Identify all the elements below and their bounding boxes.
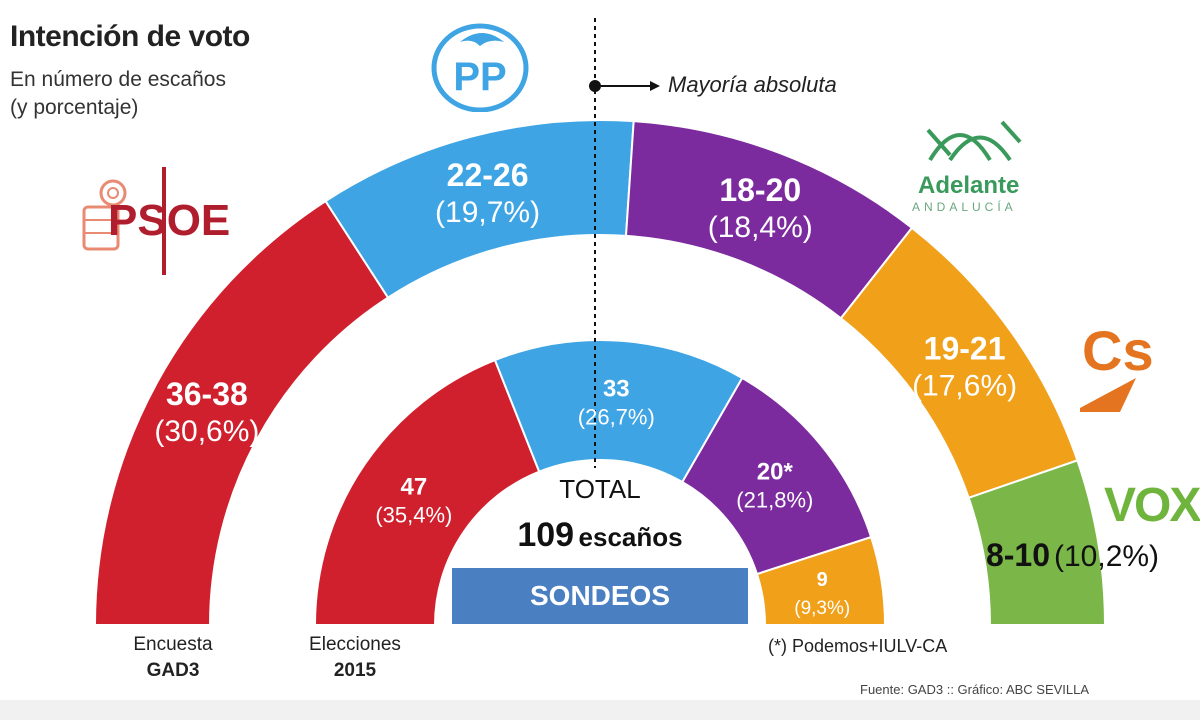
footer-bar bbox=[0, 700, 1200, 720]
inner-caption-line-2: 2015 bbox=[333, 660, 377, 681]
inner-slice-0-seats-label: 47 bbox=[401, 474, 428, 501]
inner-slice-3-pct-label: (9,3%) bbox=[794, 598, 850, 619]
inner-slice-0-pct-label: (35,4%) bbox=[375, 503, 452, 528]
inner-slice-3-seats-label: 9 bbox=[817, 569, 828, 591]
outer-slice-4-seats-label: 8-10 bbox=[986, 537, 1050, 573]
total-seats-value: 109 bbox=[517, 516, 575, 554]
outer-ring-caption: Encuesta GAD3 bbox=[118, 632, 228, 684]
outer-slice-3-seats-label: 19-21 bbox=[924, 331, 1006, 367]
pp-logo-icon: PP bbox=[431, 23, 529, 112]
cs-logo-text: Cs bbox=[1082, 319, 1154, 382]
subtitle-line-1: En número de escaños bbox=[10, 68, 226, 91]
source-credit: Fuente: GAD3 :: Gráfico: ABC SEVILLA bbox=[860, 682, 1090, 697]
total-seats-unit: escaños bbox=[578, 522, 683, 552]
outer-ring-encuesta bbox=[93, 119, 1107, 626]
outer-slice-4 bbox=[967, 459, 1107, 626]
inner-slice-2-pct-label: (21,8%) bbox=[736, 487, 813, 512]
outer-caption-line-1: Encuesta bbox=[133, 634, 213, 655]
inner-slice-3 bbox=[755, 535, 887, 626]
psoe-logo-text: PSOE bbox=[108, 196, 231, 245]
outer-caption-line-2: GAD3 bbox=[146, 660, 200, 681]
adelante-logo-text: Adelante bbox=[918, 172, 1020, 199]
inner-caption-line-1: Elecciones bbox=[309, 634, 401, 655]
inner-slice-2-seats-label: 20* bbox=[757, 458, 794, 485]
inner-slice-1-seats-label: 33 bbox=[603, 376, 630, 403]
inner-ring-caption: Elecciones 2015 bbox=[290, 632, 420, 684]
footnote: (*) Podemos+IULV-CA bbox=[768, 636, 948, 656]
cs-logo-icon bbox=[1080, 378, 1136, 412]
pp-logo-text: PP bbox=[453, 55, 506, 99]
outer-slice-4-pct-label: (10,2%) bbox=[1054, 540, 1159, 573]
outer-slice-1-seats-label: 22-26 bbox=[447, 157, 529, 193]
psoe-logo-icon bbox=[82, 167, 166, 275]
outer-slice-2-seats-label: 18-20 bbox=[719, 172, 801, 208]
subtitle-line-2: (y porcentaje) bbox=[10, 96, 139, 119]
outer-slice-0-pct-label: (30,6%) bbox=[154, 415, 259, 448]
inner-slice-1-pct-label: (26,7%) bbox=[578, 405, 655, 430]
total-label: TOTAL bbox=[559, 474, 641, 504]
outer-slice-0-seats-label: 36-38 bbox=[166, 376, 248, 412]
inner-slice-1 bbox=[493, 339, 744, 484]
majority-label: Mayoría absoluta bbox=[668, 72, 837, 97]
majority-marker bbox=[589, 80, 601, 92]
chart-title: Intención de voto bbox=[10, 20, 250, 53]
outer-slice-2-pct-label: (18,4%) bbox=[708, 211, 813, 244]
adelante-logo-subtext: ANDALUCÍA bbox=[912, 200, 1017, 214]
outer-slice-3-pct-label: (17,6%) bbox=[912, 370, 1017, 403]
sondeos-badge: SONDEOS bbox=[452, 568, 748, 624]
chart-subtitle: En número de escaños (y porcentaje) bbox=[10, 66, 226, 122]
total-seats: 109 escaños bbox=[480, 516, 720, 555]
outer-slice-1-pct-label: (19,7%) bbox=[435, 196, 540, 229]
adelante-logo-icon bbox=[926, 120, 1022, 162]
majority-arrowhead bbox=[650, 81, 660, 91]
inner-ring-elecciones bbox=[313, 339, 887, 626]
inner-slice-0 bbox=[313, 358, 541, 626]
vox-logo-text: VOX bbox=[1104, 479, 1200, 532]
